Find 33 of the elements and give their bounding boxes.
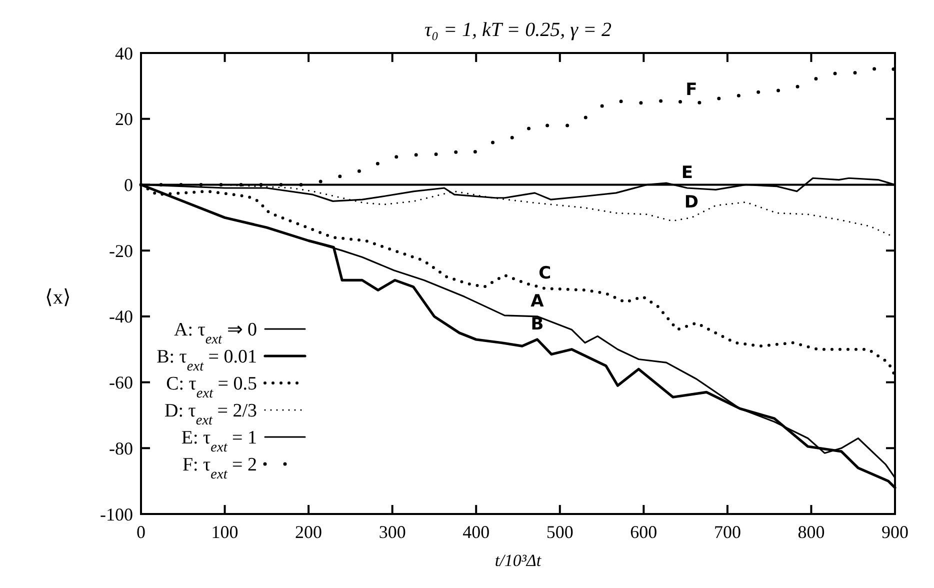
annotation: B (530, 314, 544, 334)
x-tick-label: 900 (882, 522, 908, 542)
y-tick-label: -60 (109, 372, 133, 393)
y-axis-title: ⟨x⟩ (45, 286, 71, 308)
legend-label: C: τ$_{ext}$ = 0.5 (166, 374, 257, 402)
annotation: A (530, 291, 545, 312)
x-tick-label: 400 (462, 522, 490, 542)
y-tick-label: 20 (115, 109, 133, 130)
y-tick-label: 40 (115, 43, 133, 64)
legend-label: B: τ$_{ext}$ = 0.01 (156, 346, 257, 375)
x-tick-label: 800 (798, 522, 825, 542)
y-tick-label: -80 (109, 438, 133, 458)
y-tick-label: -40 (109, 306, 133, 327)
x-tick-label: 600 (630, 522, 658, 542)
legend-label: F: τ$_{ext}$ = 2 (182, 454, 257, 483)
annotation: F (686, 80, 698, 100)
legend-label: E: τ$_{ext}$ = 1 (181, 428, 257, 456)
annotation: E (681, 163, 694, 184)
y-tick-label: -100 (100, 504, 133, 524)
x-tick-label: 100 (211, 522, 238, 542)
y-tick-label: 0 (124, 175, 133, 196)
x-tick-label: 200 (295, 522, 322, 542)
legend-label: D: τ$_{ext}$ = 2/3 (164, 400, 257, 429)
x-tick-label: 300 (378, 522, 406, 542)
x-tick-label: 500 (546, 522, 574, 542)
x-tick-label: 700 (714, 522, 741, 542)
annotation: D (684, 192, 698, 213)
legend-label: A: τ$_{ext}$ ⇒ 0 (174, 320, 257, 348)
chart-title: τ₀ = 1, kT = 0.25, γ = 2 (424, 19, 612, 41)
x-axis-title: t/10³Δt (494, 551, 542, 570)
y-tick-label: -20 (109, 240, 133, 261)
annotation: C (538, 263, 552, 284)
x-tick-label: 0 (136, 522, 146, 542)
